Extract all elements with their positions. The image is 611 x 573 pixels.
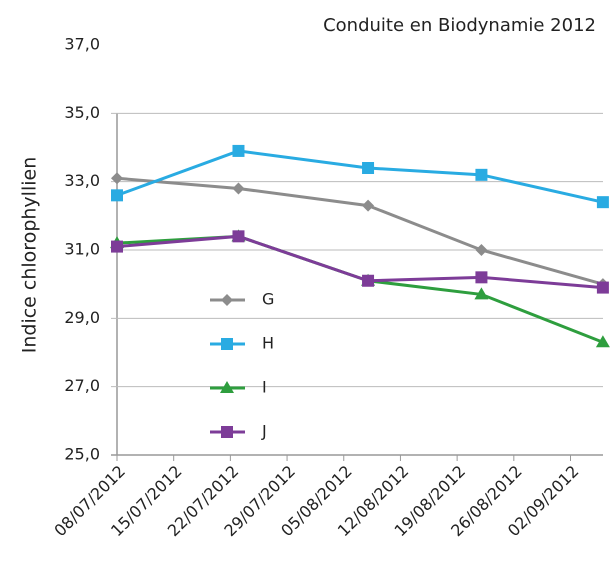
marker [111,240,123,253]
marker [220,381,234,393]
marker [475,244,488,256]
legend-label: G [262,290,274,309]
y-tick-label: 37,0 [64,35,100,54]
marker [232,144,245,157]
series-line [116,234,604,344]
marker [362,162,375,174]
y-tick-label: 29,0 [64,308,100,327]
marker [221,338,233,350]
y-tick-label: 25,0 [64,445,100,464]
legend-label: J [261,422,267,441]
marker [362,274,375,287]
marker [475,168,488,181]
y-axis-label: Indice chlorophyllien [19,157,41,354]
marker [221,426,233,438]
y-tick-label: 33,0 [64,171,100,190]
legend-label: I [262,378,267,397]
marker [232,230,245,243]
marker [595,335,610,348]
marker [362,199,375,212]
y-tick-label: 35,0 [64,103,100,122]
marker [475,271,488,284]
y-tick-label: 27,0 [64,376,100,395]
series-line [116,234,604,290]
legend-label: H [262,334,274,353]
marker [596,281,609,294]
marker [111,189,123,202]
marker [232,182,245,195]
series-line [116,176,604,286]
marker [474,287,489,300]
marker [596,196,609,209]
marker [221,294,233,306]
chart-title: Conduite en Biodynamie 2012 [323,15,596,36]
marker [111,172,123,185]
y-tick-label: 31,0 [64,240,100,259]
series-line [116,149,604,204]
